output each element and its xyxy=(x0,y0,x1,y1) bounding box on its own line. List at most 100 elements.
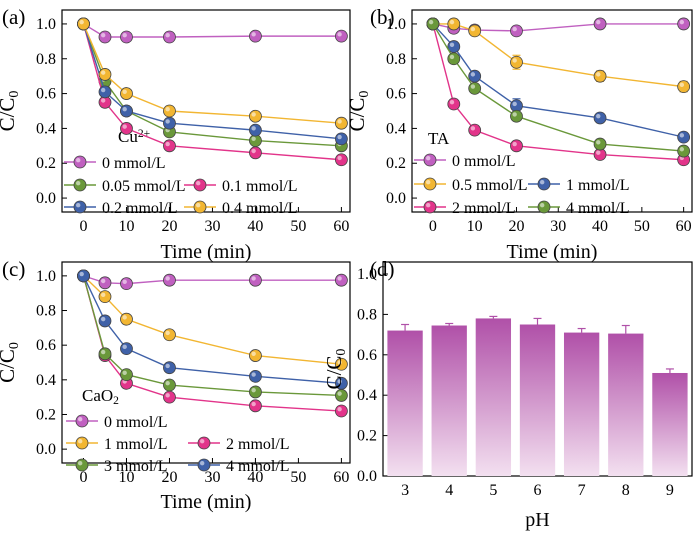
data-point xyxy=(447,52,461,66)
bar xyxy=(387,330,423,476)
legend-marker xyxy=(423,153,437,167)
y-tick-label: 0.8 xyxy=(357,306,377,323)
data-point-highlight xyxy=(122,315,127,320)
data-point-highlight xyxy=(337,134,342,140)
legend-marker-highlight xyxy=(196,181,201,186)
legend-marker xyxy=(197,458,211,472)
bar xyxy=(475,318,512,476)
x-tick-label: 30 xyxy=(204,469,220,486)
data-point-highlight xyxy=(100,292,106,298)
x-axis-label: pH xyxy=(525,509,549,531)
plot-frame xyxy=(411,9,693,213)
y-tick-label: 0.6 xyxy=(36,337,56,354)
y-axis-label: C/C0 xyxy=(0,91,22,132)
data-point-highlight xyxy=(251,387,256,393)
data-point-highlight xyxy=(100,70,106,75)
data-point xyxy=(163,328,176,342)
legend-marker xyxy=(73,155,87,169)
legend: 0 mmol/L 0.05 mmol/L 0.1 mmol/L 0.2 mmol/L 0… xyxy=(64,155,298,217)
data-point xyxy=(677,144,691,158)
data-point xyxy=(98,85,112,99)
x-tick-label: 9 xyxy=(666,482,674,499)
legend-marker-highlight xyxy=(426,203,431,208)
data-point xyxy=(163,139,176,153)
series-group xyxy=(426,17,691,167)
data-point-highlight xyxy=(122,344,127,350)
legend-marker-highlight xyxy=(76,203,81,208)
data-point xyxy=(120,87,133,100)
data-point-highlight xyxy=(449,42,455,47)
bars xyxy=(387,315,688,476)
data-point-highlight xyxy=(428,19,434,25)
x-tick-label: 3 xyxy=(401,482,409,499)
y-tick-label: 0.4 xyxy=(357,387,377,404)
data-point xyxy=(249,123,262,137)
bar xyxy=(652,372,688,476)
data-point-highlight xyxy=(251,401,256,407)
data-point xyxy=(249,109,262,123)
series-line xyxy=(82,275,342,397)
data-point-highlight xyxy=(470,26,476,32)
data-point xyxy=(593,137,607,151)
series-group xyxy=(77,269,348,418)
legend-marker xyxy=(423,200,437,214)
panel-label: (a) xyxy=(2,5,25,29)
data-point xyxy=(677,17,691,31)
x-axis-label: Time (min) xyxy=(507,241,598,263)
data-point xyxy=(677,130,691,144)
legend-label: 0.05 mmol/L xyxy=(102,178,186,195)
y-tick-label: 0.6 xyxy=(357,347,377,364)
data-point-highlight xyxy=(100,87,106,93)
y-tick-label: 0.0 xyxy=(36,190,56,207)
data-point xyxy=(335,389,348,402)
x-tick-label: 0 xyxy=(79,469,87,486)
data-point xyxy=(447,17,461,31)
y-tick-label: 0.4 xyxy=(386,120,406,137)
data-point-highlight xyxy=(596,19,601,25)
data-point-highlight xyxy=(679,19,685,25)
data-point xyxy=(593,111,607,125)
y-tick-label: 0.8 xyxy=(36,303,56,320)
data-point xyxy=(163,378,176,392)
x-tick-label: 30 xyxy=(204,218,220,235)
x-tick-label: 30 xyxy=(550,218,566,235)
data-point-highlight xyxy=(512,112,517,117)
data-point-highlight xyxy=(470,72,476,77)
data-point-highlight xyxy=(100,316,106,322)
x-tick-label: 6 xyxy=(534,482,542,499)
legend-label: 0 mmol/L xyxy=(102,155,166,172)
series-line xyxy=(82,23,342,140)
data-point xyxy=(468,24,482,38)
legend-marker xyxy=(423,177,437,191)
data-point xyxy=(98,347,112,361)
data-point xyxy=(468,81,482,95)
data-point-highlight xyxy=(100,349,106,355)
data-point xyxy=(593,17,607,31)
data-point-highlight xyxy=(100,98,106,103)
legend-marker-highlight xyxy=(76,158,81,163)
y-tick-label: 1.0 xyxy=(357,266,377,283)
data-point-highlight xyxy=(251,372,256,377)
legend-marker-highlight xyxy=(540,180,545,185)
x-tick-label: 7 xyxy=(578,482,586,499)
data-point xyxy=(98,314,112,328)
bar xyxy=(431,325,467,476)
panel-2: 0 10 20 30 40 50 60 0.0 0.2 0.4 0.6 0.8 1.0 (c) Time (… xyxy=(0,257,351,513)
data-point xyxy=(249,349,262,362)
data-point xyxy=(98,68,112,81)
data-point xyxy=(335,404,348,418)
x-tick-label: 60 xyxy=(676,218,692,235)
legend-marker xyxy=(73,178,87,192)
x-tick-label: 40 xyxy=(247,469,263,486)
legend-label: 4 mmol/L xyxy=(566,200,630,217)
data-point-highlight xyxy=(512,58,517,63)
data-point xyxy=(677,80,691,94)
legend-marker-highlight xyxy=(76,181,81,186)
data-point xyxy=(510,109,523,123)
data-point xyxy=(335,132,348,146)
data-point-highlight xyxy=(251,126,256,131)
data-point-highlight xyxy=(122,370,127,376)
series-line xyxy=(82,275,342,384)
data-point-highlight xyxy=(122,32,127,38)
legend-label: 0 mmol/L xyxy=(104,414,168,431)
